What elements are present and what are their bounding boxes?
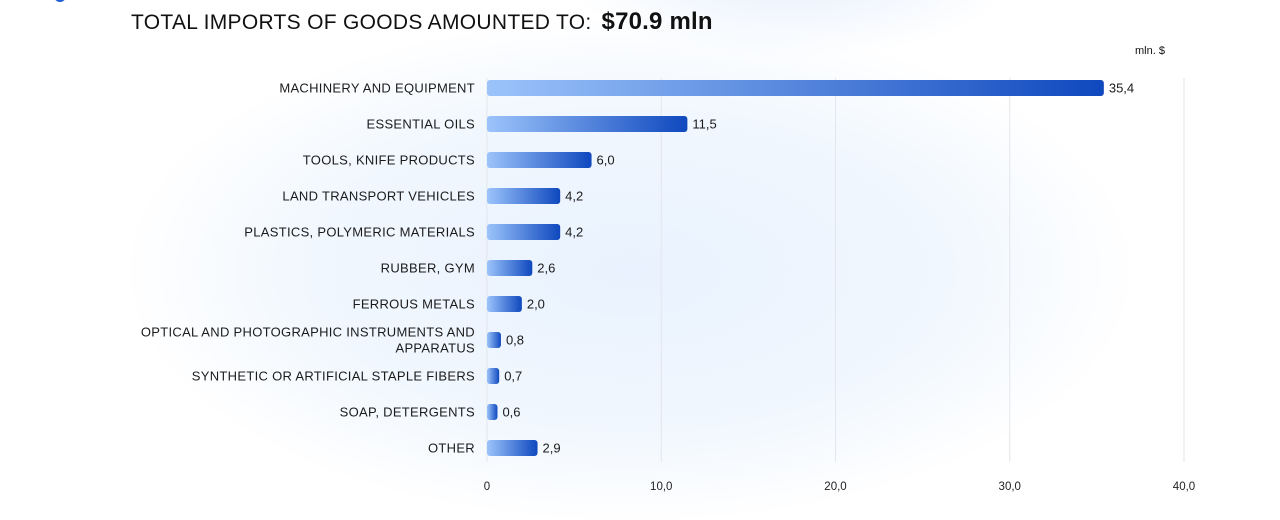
category-label: SOAP, DETERGENTS <box>340 405 475 420</box>
labels: 0 10,0 20,0 30,0 40,0 35,4 MACHINERY AND EQUIP… <box>141 81 1195 494</box>
category-label: OPTICAL AND PHOTOGRAPHIC INSTRUMENTS AND… <box>141 325 475 356</box>
title-total-value: $70.9 mln <box>601 8 713 35</box>
category-label: ESSENTIAL OILS <box>367 117 476 132</box>
x-tick-label: 0 <box>484 481 490 493</box>
grid <box>486 78 1185 462</box>
x-tick-label: 20,0 <box>824 481 846 493</box>
chart-title: TOTAL IMPORTS OF GOODS AMOUNTED TO: $70.… <box>131 8 713 44</box>
value-label: 6,0 <box>597 153 615 168</box>
value-label: 4,2 <box>565 225 583 240</box>
x-tick-label: 30,0 <box>999 481 1021 493</box>
bar <box>487 152 592 168</box>
logo-icon <box>54 0 66 2</box>
bar <box>487 116 688 132</box>
bar <box>487 260 533 276</box>
category-label: SYNTHETIC OR ARTIFICIAL STAPLE FIBERS <box>192 369 475 384</box>
bar <box>487 224 561 240</box>
category-label: MACHINERY AND EQUIPMENT <box>279 81 475 96</box>
bar-chart: 0 10,0 20,0 30,0 40,0 35,4 MACHINERY AND EQUIP… <box>141 78 1195 494</box>
category-label: FERROUS METALS <box>353 297 475 312</box>
unit-label: mln. $ <box>1135 45 1165 57</box>
category-label: PLASTICS, POLYMERIC MATERIALS <box>244 225 475 240</box>
category-label: TOOLS, KNIFE PRODUCTS <box>303 153 475 168</box>
value-label: 35,4 <box>1109 81 1134 96</box>
bar <box>487 332 501 348</box>
category-label: RUBBER, GYM <box>381 261 475 276</box>
value-label: 4,2 <box>565 189 583 204</box>
bar <box>487 440 538 456</box>
category-label: LAND TRANSPORT VEHICLES <box>282 189 475 204</box>
value-label: 2,6 <box>537 261 555 276</box>
value-label: 0,6 <box>502 405 520 420</box>
category-label: OTHER <box>428 441 475 456</box>
bar <box>487 80 1104 96</box>
title-text: TOTAL IMPORTS OF GOODS AMOUNTED TO: <box>131 11 592 34</box>
x-tick-label: 10,0 <box>650 481 672 493</box>
x-tick-label: 40,0 <box>1173 481 1195 493</box>
bars <box>487 80 1104 456</box>
value-label: 2,9 <box>543 441 561 456</box>
background-glow <box>130 20 1130 520</box>
bar <box>487 368 500 384</box>
bar <box>487 296 522 312</box>
value-label: 11,5 <box>692 117 716 132</box>
value-label: 0,7 <box>504 369 522 384</box>
value-label: 0,8 <box>506 333 524 348</box>
value-label: 2,0 <box>527 297 545 312</box>
bar <box>487 404 498 420</box>
bar <box>487 188 561 204</box>
